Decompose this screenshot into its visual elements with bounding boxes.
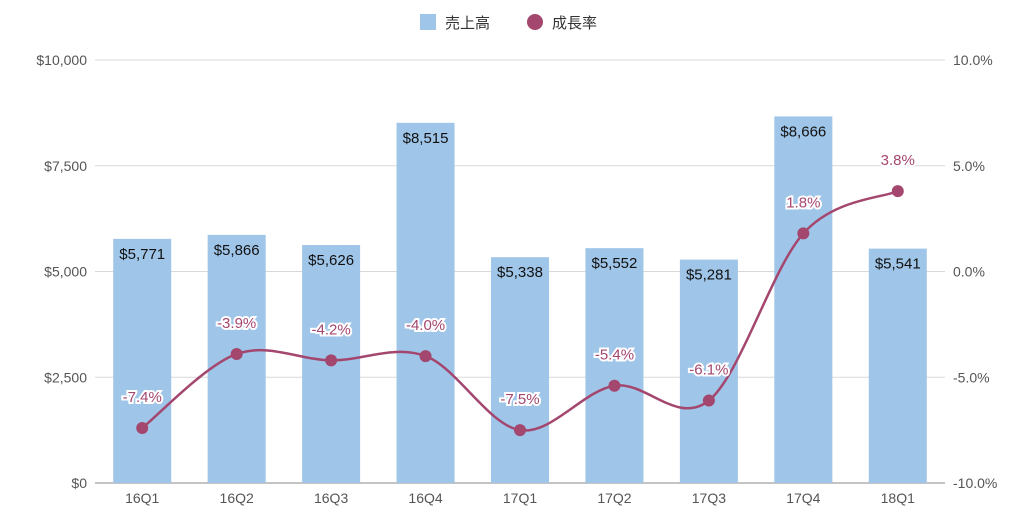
right-axis-tick-labels: -10.0% -5.0% 0.0% 5.0% 10.0%: [953, 52, 997, 491]
growth-rate-point: [514, 424, 526, 437]
sales-bar-label: $8,666: [780, 123, 826, 140]
x-axis-tick-label: 17Q1: [503, 490, 537, 506]
sales-bar: [396, 122, 455, 484]
sales-bar: [113, 238, 172, 483]
x-axis-tick-label: 17Q2: [597, 490, 631, 506]
growth-rate-point: [419, 350, 432, 363]
right-axis-tick-label: 10.0%: [953, 52, 993, 68]
growth-rate-label: 3.8%: [881, 152, 915, 169]
growth-rate-point: [136, 422, 149, 435]
x-axis-tick-label: 16Q1: [125, 490, 159, 506]
growth-rate-point: [325, 354, 338, 367]
left-axis-tick-label: $0: [71, 475, 87, 491]
x-axis-tick-label: 16Q3: [314, 490, 348, 506]
x-axis-tick-label: 17Q4: [786, 490, 820, 506]
growth-rate-point: [797, 227, 810, 240]
right-axis-tick-label: -5.0%: [953, 369, 990, 385]
legend: 売上高 成長率: [420, 14, 597, 32]
legend-swatch-growth-rate: [527, 14, 543, 30]
growth-rate-point: [891, 185, 904, 198]
left-axis-tick-label: $2,500: [44, 369, 87, 385]
legend-label-sales: 売上高: [445, 14, 490, 32]
sales-bar-label: $5,338: [497, 264, 543, 281]
growth-rate-data-labels: -7.4% -3.9% -4.2% -4.0% -7.5% -5.4% -6.1% 1.8% 3…: [121, 150, 917, 410]
sales-data-labels: $5,771 $5,866 $5,626 $8,515 $5,338 $5,552 $5,2…: [119, 123, 920, 283]
sales-bar-label: $5,541: [875, 256, 921, 273]
sales-bar-label: $5,626: [308, 252, 354, 269]
right-axis-tick-label: 5.0%: [953, 158, 985, 174]
sales-bar-label: $5,771: [119, 246, 165, 263]
legend-swatch-sales: [420, 14, 436, 30]
x-axis-tick-label: 16Q4: [408, 490, 442, 506]
x-axis-tick-labels: 16Q1 16Q2 16Q3 16Q4 17Q1 17Q2 17Q3 17Q4 18Q1: [125, 490, 915, 506]
left-axis-tick-labels: $0 $2,500 $5,000 $7,500 $10,000: [36, 52, 87, 491]
left-axis-tick-label: $7,500: [44, 158, 87, 174]
growth-rate-point: [702, 394, 715, 407]
growth-rate-label: -6.1%: [689, 362, 728, 379]
growth-rate-label: -4.2%: [312, 321, 351, 338]
growth-rate-label: -4.0%: [406, 317, 445, 334]
sales-bar: [774, 116, 833, 484]
growth-rate-point: [230, 347, 243, 360]
sales-bar: [679, 259, 738, 483]
sales-bar-label: $8,515: [403, 130, 449, 147]
x-axis-tick-label: 18Q1: [881, 490, 915, 506]
growth-rate-point: [608, 379, 621, 392]
growth-rate-label: -7.5%: [500, 391, 539, 408]
growth-rate-points: [136, 185, 904, 437]
growth-rate-label: -3.9%: [217, 315, 256, 332]
sales-bar-label: $5,866: [214, 242, 260, 259]
x-axis-tick-label: 16Q2: [220, 490, 254, 506]
left-axis-tick-label: $5,000: [44, 264, 87, 280]
right-axis-tick-label: 0.0%: [953, 264, 985, 280]
growth-rate-label: -7.4%: [123, 389, 162, 406]
sales-bar-label: $5,281: [686, 267, 732, 284]
x-axis-tick-label: 17Q3: [692, 490, 726, 506]
left-axis-tick-label: $10,000: [36, 52, 87, 68]
growth-rate-label: 1.8%: [786, 194, 820, 211]
sales-bar: [491, 257, 549, 483]
sales-bar: [868, 248, 927, 483]
right-axis-tick-label: -10.0%: [953, 475, 997, 491]
legend-label-growth-rate: 成長率: [552, 14, 597, 32]
sales-bar-label: $5,552: [591, 255, 637, 272]
sales-bar: [585, 248, 644, 483]
growth-rate-label: -5.4%: [595, 347, 634, 364]
